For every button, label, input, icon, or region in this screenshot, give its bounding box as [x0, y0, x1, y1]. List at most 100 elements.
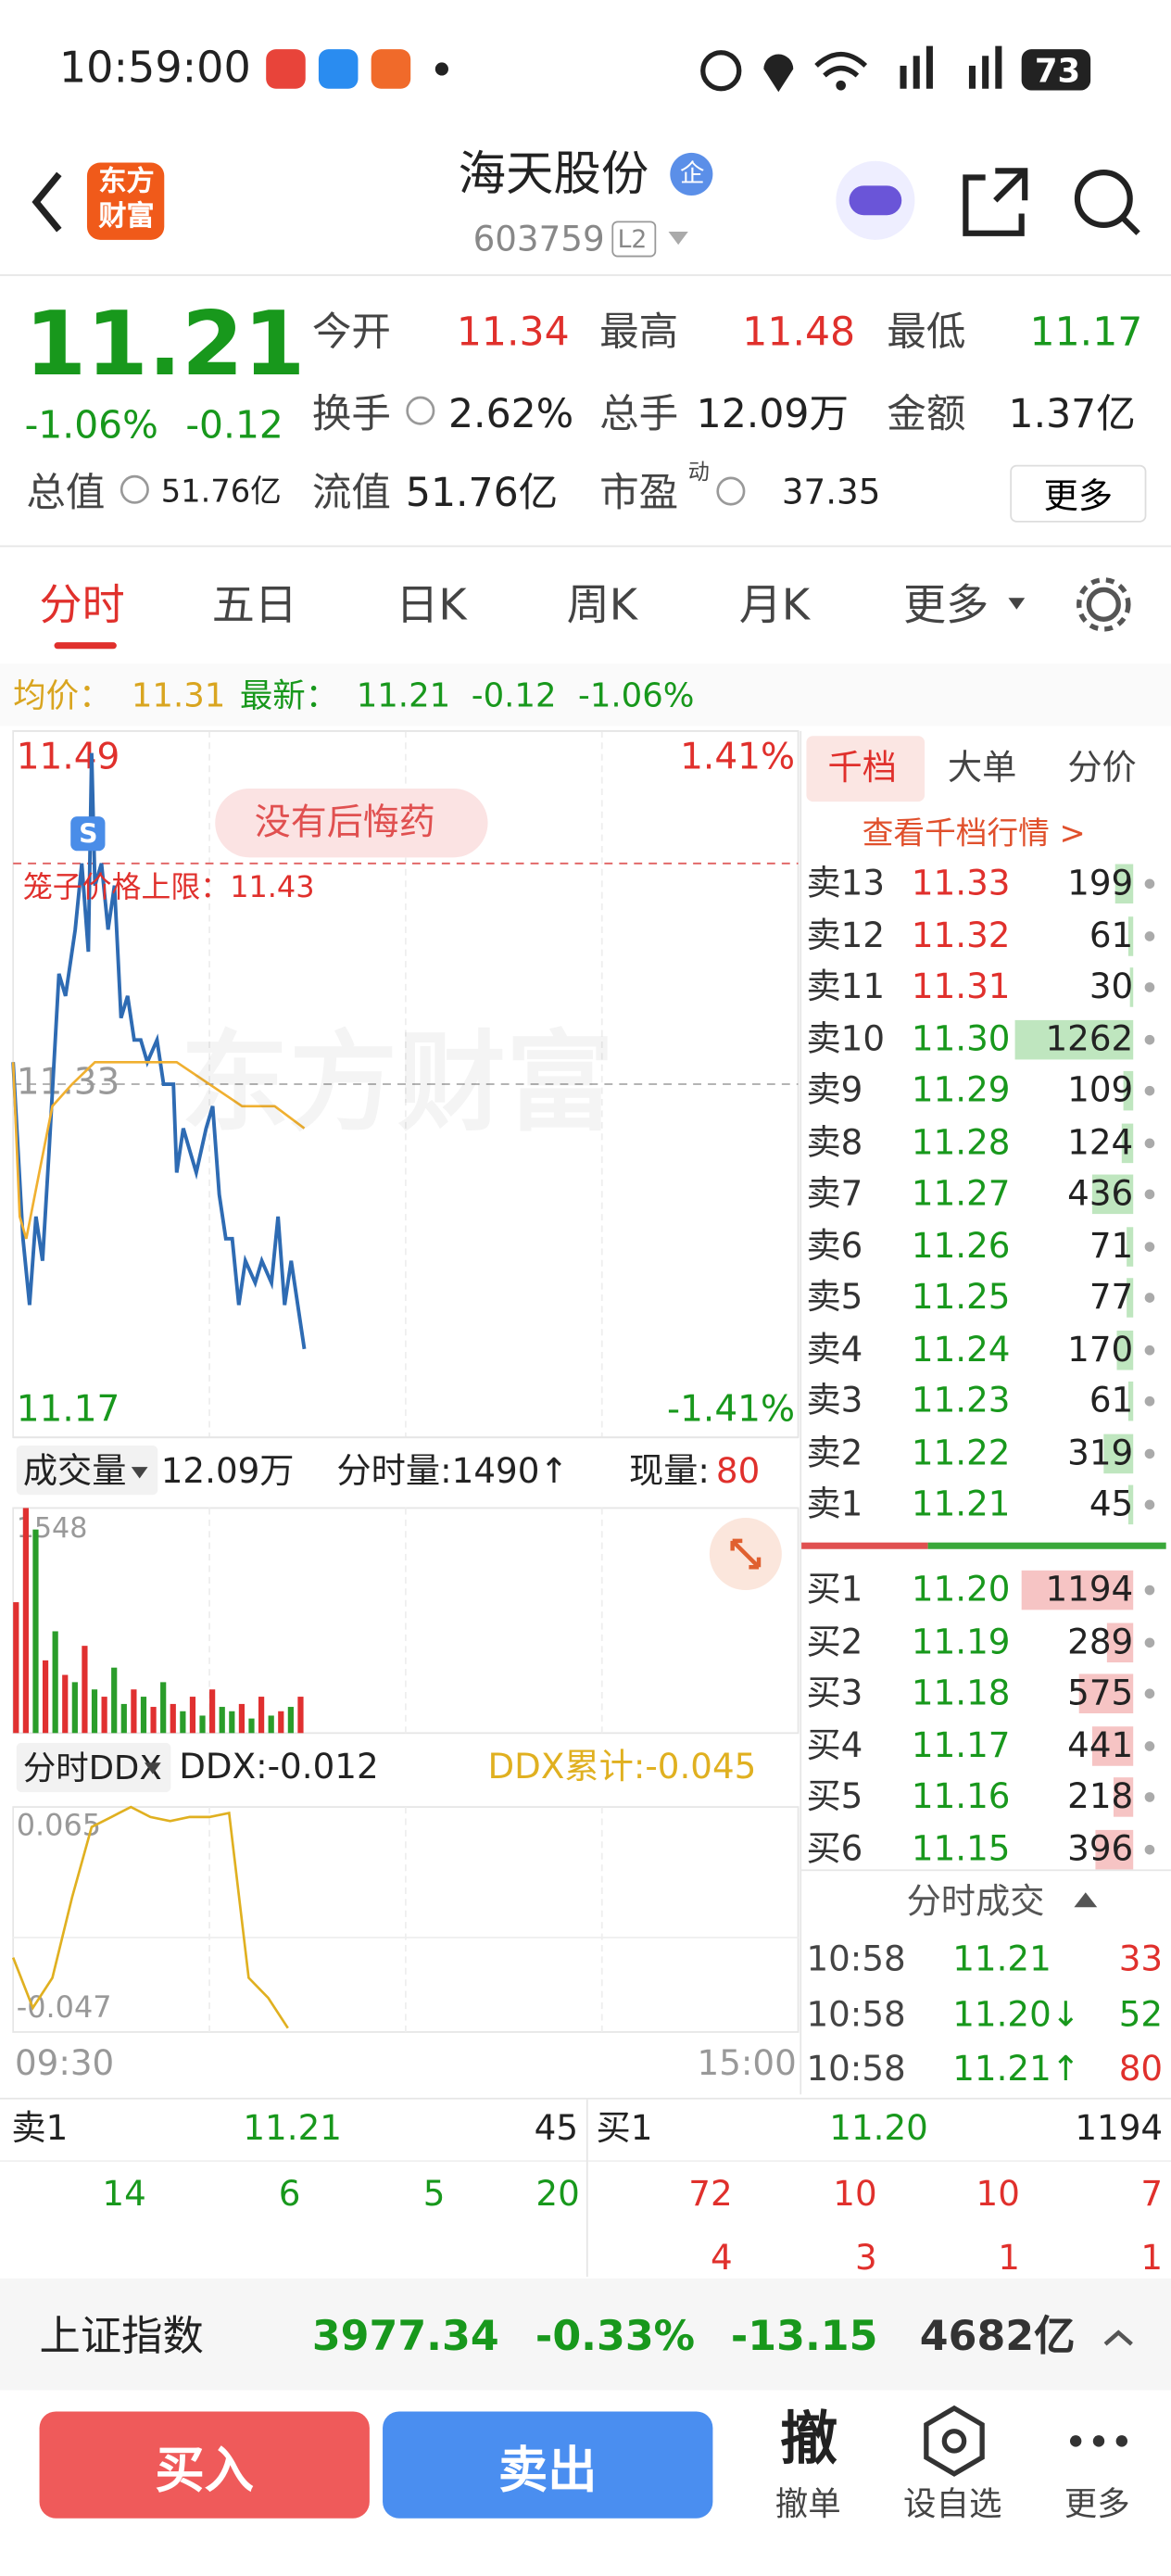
- change-pct: -1.06%: [24, 404, 158, 448]
- tab[interactable]: 日K: [396, 581, 467, 631]
- divider: [801, 1869, 1171, 1872]
- tab[interactable]: 月K: [738, 581, 811, 631]
- tab[interactable]: 更多: [903, 581, 989, 631]
- search-icon[interactable]: [1074, 170, 1133, 228]
- queue-volume: 5: [422, 2174, 446, 2214]
- level-volume: 319: [1067, 1432, 1134, 1472]
- stat-label: 总手: [599, 390, 679, 437]
- trade-price: 11.20↓: [952, 1994, 1080, 2034]
- book-tab[interactable]: 大单: [947, 748, 1017, 789]
- caret: [1074, 1892, 1098, 1908]
- index-change-pct: -0.33%: [535, 2312, 696, 2360]
- divider: [0, 2160, 1171, 2162]
- cancel-label[interactable]: 撤单: [774, 2483, 841, 2524]
- back-button[interactable]: [31, 171, 62, 233]
- level-label: 卖13: [806, 863, 886, 903]
- level-label: 卖4: [806, 1329, 863, 1369]
- dot: [1144, 1189, 1155, 1200]
- level-label: 卖7: [806, 1173, 863, 1214]
- queue-volume: 1: [1140, 2238, 1164, 2278]
- book-link[interactable]: 查看千档行情 >: [862, 815, 1086, 852]
- line-series: [11, 752, 307, 1350]
- cancel-icon[interactable]: 撤: [780, 2407, 838, 2473]
- line-series: [11, 1805, 289, 2029]
- more-label[interactable]: 更多: [1064, 2483, 1130, 2524]
- volume-bar: [1127, 1226, 1134, 1266]
- ddx-total: DDX累计:-0.045: [487, 1747, 757, 1787]
- x-tick-label: 15:00: [698, 2042, 797, 2083]
- level-price: 11.27: [911, 1173, 1011, 1214]
- volume-bar: [209, 1689, 216, 1734]
- level-price: 11.15: [911, 1829, 1011, 1869]
- volume-bar: [1126, 1278, 1134, 1318]
- level-volume: 575: [1067, 1673, 1134, 1713]
- company-badge: 企: [679, 158, 705, 188]
- level-label: 卖6: [806, 1225, 863, 1266]
- watch-label[interactable]: 设自选: [903, 2483, 1002, 2524]
- stat-label: 总值: [26, 470, 106, 516]
- current-volume: 80: [715, 1451, 761, 1491]
- dot: [1144, 1688, 1155, 1699]
- stat-sup: 动: [687, 461, 710, 486]
- more-button[interactable]: 更多: [1010, 464, 1147, 523]
- volume-bar: [62, 1674, 69, 1734]
- level-volume: 124: [1067, 1121, 1134, 1162]
- level-price: 11.28: [911, 1121, 1011, 1162]
- stat-value: 12.09万: [696, 390, 850, 437]
- watermark: 东方财富: [181, 1029, 614, 1139]
- dot: [1144, 878, 1155, 890]
- level-price: 11.17: [911, 1724, 1011, 1765]
- volume-bar: [1102, 1433, 1134, 1473]
- index-bar[interactable]: [0, 2278, 1171, 2391]
- volume-bar: [238, 1703, 246, 1734]
- tab[interactable]: 周K: [566, 581, 637, 631]
- volume-bar: [71, 1682, 78, 1734]
- settings-icon[interactable]: [1086, 587, 1121, 623]
- current-label: 现量:: [628, 1451, 710, 1491]
- book-tab[interactable]: 分价: [1067, 748, 1137, 789]
- ad-pill[interactable]: [215, 788, 488, 858]
- tab[interactable]: 五日: [211, 581, 297, 631]
- sell-button[interactable]: 卖出: [383, 2411, 713, 2519]
- level-label: 买5: [806, 1776, 863, 1817]
- tab[interactable]: 分时: [39, 581, 125, 631]
- buy-button[interactable]: 买入: [39, 2411, 370, 2519]
- volume-bar: [1127, 1381, 1134, 1421]
- level-label: 买2: [806, 1621, 863, 1661]
- volume-bar: [1113, 1777, 1134, 1818]
- s-marker-text: S: [79, 817, 98, 850]
- dot: [1144, 1085, 1155, 1096]
- last-price: 11.21: [24, 292, 306, 397]
- level-volume: 289: [1067, 1621, 1134, 1661]
- volume-bar: [1117, 1330, 1134, 1370]
- level-price: 11.24: [911, 1329, 1011, 1369]
- book-tab[interactable]: 千档: [827, 748, 897, 789]
- stat-label: 最高: [599, 309, 679, 355]
- info-band: [0, 663, 1171, 726]
- share-icon[interactable]: [963, 168, 1028, 236]
- trades-title[interactable]: 分时成交: [906, 1881, 1045, 1922]
- level-volume: 61: [1089, 915, 1134, 954]
- buy1-volume: 1194: [1075, 2108, 1164, 2148]
- stock-code: 603759: [472, 219, 605, 259]
- index-turnover: 4682亿: [919, 2312, 1076, 2360]
- level-label: 买3: [806, 1673, 863, 1713]
- volume-bar: [1091, 1725, 1134, 1766]
- dot: [1144, 1033, 1155, 1044]
- volume-bar: [1121, 1122, 1134, 1163]
- trade-time: 10:58: [806, 1994, 906, 2034]
- volume-bar: [42, 1660, 49, 1734]
- y-tick-label: 0.065: [17, 1807, 101, 1842]
- last-price: 11.21: [356, 675, 451, 715]
- level-volume: 45: [1089, 1484, 1134, 1524]
- dot: [1144, 1792, 1155, 1803]
- level-price: 11.20: [911, 1569, 1011, 1610]
- level-label: 买6: [806, 1829, 863, 1869]
- stat-value: 11.17: [1029, 309, 1143, 355]
- divider: [0, 274, 1171, 276]
- selector[interactable]: [16, 1742, 171, 1793]
- volume-bar: [120, 1703, 127, 1734]
